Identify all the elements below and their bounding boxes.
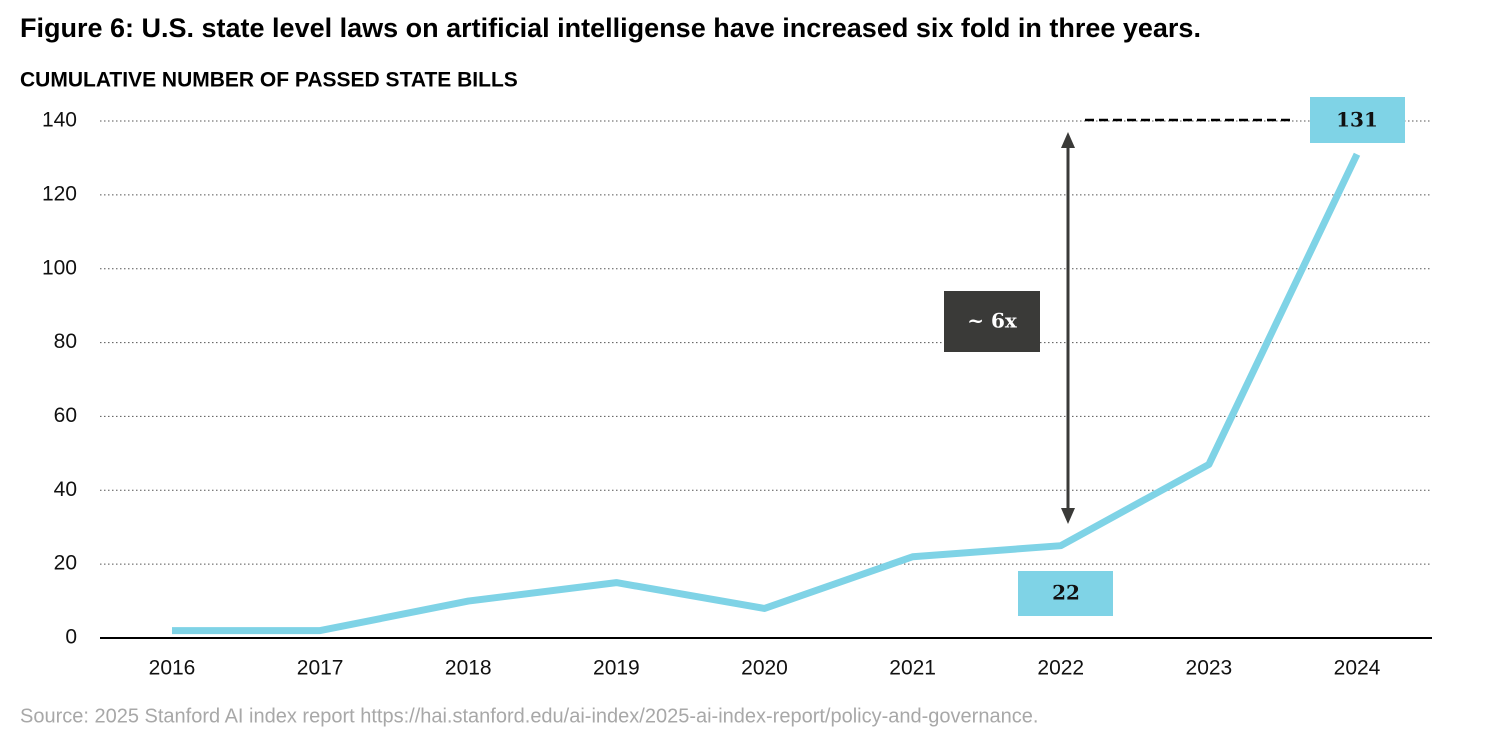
chart-subtitle: CUMULATIVE NUMBER OF PASSED STATE BILLS: [20, 69, 518, 92]
chart-title: Figure 6: U.S. state level laws on artif…: [20, 13, 1201, 43]
x-tick-label: 2023: [1186, 657, 1233, 680]
x-tick-label: 2018: [445, 657, 492, 680]
annotation-text: 131: [1336, 108, 1378, 132]
annotation-text: 22: [1052, 581, 1080, 605]
plot-area: 0 20 40 60 80 100 120 140 2016 2017 2018 2019 2020 20…: [42, 109, 1432, 680]
y-tick-label: 0: [65, 626, 77, 649]
arrow-head: [1061, 132, 1075, 148]
x-tick-label: 2021: [889, 657, 936, 680]
data-line: [172, 152, 1361, 635]
y-tick-label: 140: [42, 109, 77, 132]
y-tick-label: 20: [54, 552, 77, 575]
annotation-box: [1310, 97, 1405, 143]
x-tick-label: 2022: [1037, 657, 1084, 680]
arrow-head: [1061, 508, 1075, 524]
x-tick-label: 2024: [1334, 657, 1381, 680]
x-tick-label: 2016: [149, 657, 196, 680]
source-note: Source: 2025 Stanford AI index report ht…: [20, 705, 1038, 727]
x-tick-label: 2019: [593, 657, 640, 680]
y-tick-label: 80: [54, 330, 77, 353]
x-tick-label: 2020: [741, 657, 788, 680]
annotation-box: [944, 291, 1040, 352]
y-tick-label: 40: [54, 478, 77, 501]
annotations: ~ 6x 22 131: [944, 97, 1405, 616]
annotation-text: ~ 6x: [967, 309, 1018, 333]
annotation-box: [1018, 571, 1113, 616]
y-tick-label: 60: [54, 404, 77, 427]
y-tick-label: 120: [42, 182, 77, 205]
x-tick-label: 2017: [297, 657, 344, 680]
y-tick-label: 100: [42, 256, 77, 279]
